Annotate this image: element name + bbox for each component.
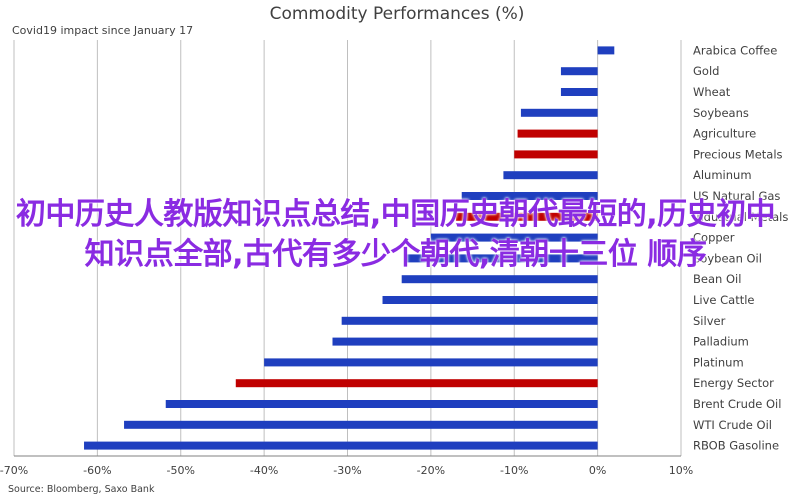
bar	[503, 171, 598, 180]
bar	[455, 212, 598, 221]
category-label: Platinum	[693, 355, 744, 369]
bar	[332, 337, 598, 346]
x-tick-label: -40%	[250, 464, 278, 477]
x-tick-label: -70%	[0, 464, 28, 477]
bar	[165, 400, 598, 408]
x-tick-label: -30%	[333, 464, 361, 477]
bar	[341, 316, 598, 325]
x-tick-label: -10%	[500, 464, 528, 477]
category-label: RBOB Gasoline	[693, 439, 779, 453]
bar	[401, 275, 598, 284]
category-label: WTI Crude Oil	[693, 418, 772, 432]
category-label: Gold	[693, 64, 719, 78]
bar	[235, 379, 598, 388]
category-label: Soybean Oil	[693, 251, 762, 265]
chart-title: Commodity Performances (%)	[269, 4, 525, 24]
category-label: Palladium	[693, 335, 749, 349]
bar	[597, 46, 615, 55]
bar	[382, 296, 598, 304]
category-label: Copper	[693, 231, 735, 245]
x-tick-label: -20%	[417, 464, 445, 477]
overlay-watermark-text: 初中历史人教版知识点总结,中国历史朝代最短的,历史初中知识点全部,古代有多少个朝…	[15, 197, 776, 272]
source-note: Source: Bloomberg, Saxo Bank	[8, 484, 155, 495]
category-label: Live Cattle	[693, 293, 755, 307]
x-tick-label: 0%	[589, 464, 606, 477]
category-label: Precious Metals	[693, 147, 783, 161]
category-label: Aluminum	[693, 168, 752, 182]
bar	[560, 67, 598, 76]
bar	[520, 108, 598, 117]
bar	[405, 254, 598, 263]
category-label: Agriculture	[693, 127, 756, 141]
category-label: Industrial Metals	[693, 210, 788, 224]
category-label: Soybeans	[693, 106, 749, 120]
bar	[461, 192, 598, 200]
category-label: Energy Sector	[693, 376, 774, 390]
bar	[430, 233, 598, 242]
bar	[124, 420, 598, 429]
bar	[264, 358, 598, 367]
category-label-layer: Arabica Coffee Gold Wheat Soybeans Agricultu…	[693, 43, 788, 452]
category-label: Silver	[693, 314, 726, 328]
x-tick-label: -60%	[83, 464, 111, 477]
bar	[84, 441, 598, 450]
category-label: Bean Oil	[693, 272, 741, 286]
chart-subtitle: Covid19 impact since January 17	[12, 24, 194, 37]
bar	[560, 88, 598, 96]
bar-layer	[84, 46, 615, 450]
x-tick-label: 10%	[669, 464, 693, 477]
category-label: Wheat	[693, 85, 731, 99]
category-label: Arabica Coffee	[693, 43, 777, 57]
category-label: US Natural Gas	[693, 189, 780, 203]
category-label: Brent Crude Oil	[693, 397, 781, 411]
x-tick-label: -50%	[167, 464, 195, 477]
bar	[514, 150, 598, 159]
x-tick-layer: -70% -60% -50% -40% -30% -20% -10% 0% 10%	[0, 464, 693, 477]
bar	[517, 129, 598, 138]
